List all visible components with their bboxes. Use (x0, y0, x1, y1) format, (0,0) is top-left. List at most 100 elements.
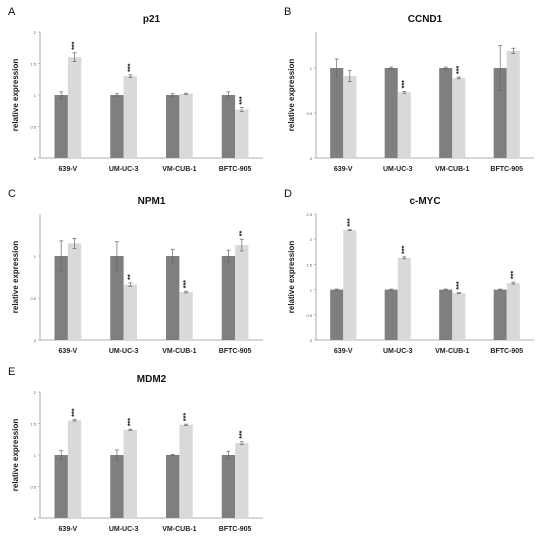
y-tick-label: 2 (34, 390, 37, 395)
y-tick-label: 1 (310, 66, 313, 71)
y-tick-label: 0.5 (30, 125, 36, 130)
x-tick-label: BFTC-905 (219, 348, 252, 355)
y-tick-label: 1 (34, 453, 37, 458)
y-axis-label: relative expression (11, 241, 20, 314)
x-tick-label: 639-V (59, 348, 78, 355)
significance-label: ** (127, 274, 134, 280)
significance-label: *** (183, 413, 190, 421)
y-tick-label: 0 (34, 516, 37, 521)
x-tick-label: VM-CUB-1 (435, 348, 469, 355)
bar-control (54, 455, 68, 518)
significance-label: *** (401, 80, 408, 88)
y-tick-label: 0 (310, 156, 313, 161)
panel-d: D c-MYC relative expression 0 0.5 1 1.5 2 2.5 **… (284, 188, 544, 366)
panel-b: B CCND1 relative expression 0 0.5 1 639-V *** U… (284, 6, 544, 184)
bar-control (221, 455, 236, 518)
bar-control (54, 95, 68, 158)
bar-control (165, 256, 180, 340)
significance-label: *** (72, 408, 79, 416)
y-tick-label: 1.5 (30, 422, 36, 427)
bar-treated (123, 429, 138, 518)
panel-letter: E (8, 366, 16, 378)
x-tick-label: 639-V (334, 348, 353, 355)
panel-e: E MDM2 relative expression 0 0.5 1 1.5 2 *** 639… (8, 366, 273, 544)
bar-treated (123, 76, 138, 158)
x-tick-label: BFTC-905 (219, 526, 252, 533)
bar-treated (123, 284, 138, 340)
x-tick-label: VM-CUB-1 (162, 348, 196, 355)
y-tick-label: 1 (310, 288, 313, 293)
bar-treated (179, 292, 193, 340)
panel-letter: C (8, 188, 16, 200)
y-axis-label: relative expression (287, 59, 296, 132)
bar-treated (67, 57, 82, 159)
chart-title: CCND1 (408, 14, 443, 25)
x-tick-label: 639-V (59, 526, 78, 533)
bar-treated (67, 420, 82, 518)
significance-label: *** (510, 271, 517, 279)
y-axis-label: relative expression (11, 59, 20, 132)
bar-treated (179, 424, 193, 518)
bar-treated (506, 283, 520, 340)
x-tick-label: VM-CUB-1 (435, 166, 469, 173)
x-tick-label: UM-UC-3 (383, 166, 413, 173)
y-tick-label: 0.5 (306, 313, 312, 318)
bar-treated (235, 245, 249, 340)
bar-control (110, 95, 124, 158)
bar-control (221, 256, 236, 340)
bar-treated (67, 243, 82, 340)
y-tick-label: 1.5 (306, 262, 312, 267)
significance-label: *** (239, 96, 246, 104)
bar-control (384, 68, 398, 158)
y-axis-label: relative expression (11, 419, 20, 492)
bar-control (54, 256, 68, 340)
chart-title: MDM2 (137, 374, 167, 385)
chart-d: c-MYC relative expression 0 0.5 1 1.5 2 2.5 *** 6… (287, 196, 534, 355)
bar-treated (343, 76, 357, 158)
bar-treated (343, 230, 357, 340)
x-tick-label: UM-UC-3 (383, 348, 413, 355)
x-tick-label: 639-V (334, 166, 353, 173)
significance-label: *** (456, 281, 463, 289)
y-tick-label: 0 (34, 338, 37, 343)
x-tick-label: UM-UC-3 (109, 348, 139, 355)
bar-control (439, 68, 453, 158)
significance-label: *** (72, 41, 79, 49)
x-tick-label: VM-CUB-1 (162, 526, 196, 533)
significance-label: *** (456, 66, 463, 74)
x-tick-label: BFTC-905 (490, 166, 523, 173)
y-tick-label: 0.5 (306, 111, 312, 116)
y-tick-label: 0.5 (30, 485, 36, 490)
bar-treated (506, 50, 520, 158)
bar-control (165, 95, 180, 158)
y-tick-label: 2.5 (306, 212, 312, 217)
y-tick-label: 2 (310, 237, 313, 242)
bar-treated (397, 92, 411, 158)
significance-label: *** (127, 63, 134, 71)
bar-treated (179, 93, 193, 158)
bar-control (493, 68, 507, 158)
chart-title: c-MYC (409, 196, 440, 207)
bar-control (110, 455, 124, 518)
x-tick-label: 639-V (59, 166, 78, 173)
x-tick-label: BFTC-905 (490, 348, 523, 355)
chart-title: p21 (143, 14, 161, 25)
x-tick-label: UM-UC-3 (109, 166, 139, 173)
bar-control (330, 68, 344, 158)
significance-label: *** (347, 218, 354, 226)
x-tick-label: UM-UC-3 (109, 526, 139, 533)
significance-label: *** (127, 418, 134, 426)
y-tick-label: 1.5 (30, 62, 36, 67)
bar-treated (452, 77, 466, 158)
significance-label: ** (239, 230, 246, 236)
bar-control (384, 289, 398, 340)
chart-title: NPM1 (138, 196, 166, 207)
bar-treated (452, 293, 466, 340)
panel-a: A p21 relative expression 0 0.5 1 1.5 2 *** 639-… (8, 6, 273, 184)
bar-treated (397, 257, 411, 340)
chart-e: MDM2 relative expression 0 0.5 1 1.5 2 *** 639-V… (11, 374, 263, 533)
bar-control (221, 95, 236, 158)
y-axis-label: relative expression (287, 241, 296, 314)
y-tick-label: 0 (310, 338, 313, 343)
chart-c: NPM1 relative expression 0 0.5 1 639-V ** UM-UC… (11, 196, 263, 355)
